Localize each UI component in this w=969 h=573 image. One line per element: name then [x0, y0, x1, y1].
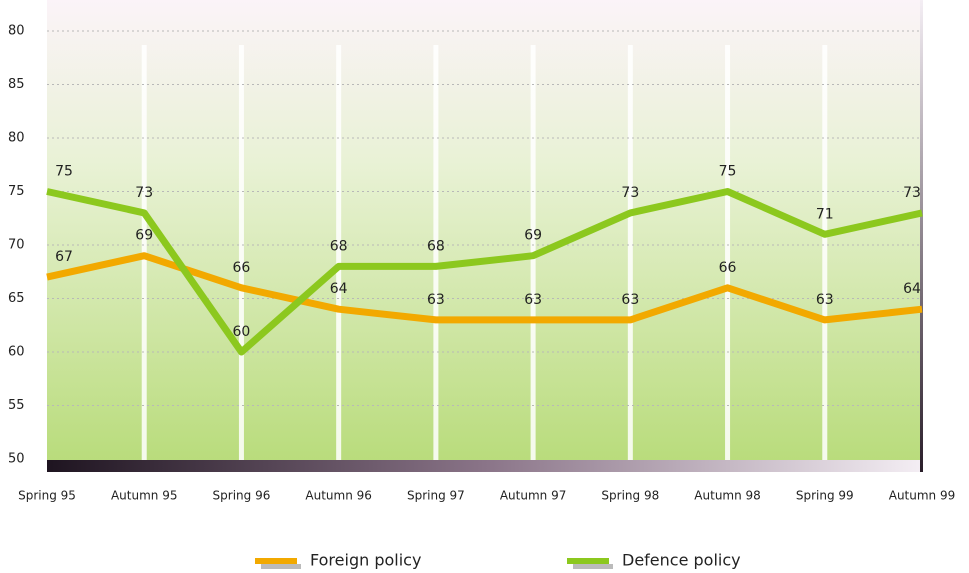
data-label: 73 — [135, 185, 153, 201]
column-band — [627, 45, 633, 460]
column-band — [336, 45, 342, 460]
data-label: 64 — [903, 281, 921, 297]
y-tick-label: 60 — [8, 345, 25, 360]
legend-shadow — [573, 564, 613, 569]
y-tick-label: 70 — [8, 238, 25, 253]
y-tick-label: 85 — [8, 77, 25, 92]
y-tick-label: 55 — [8, 398, 25, 413]
data-label: 60 — [233, 324, 251, 340]
data-label: 71 — [816, 206, 834, 222]
legend-label: Foreign policy — [310, 551, 421, 570]
data-label: 66 — [233, 260, 251, 276]
column-band — [433, 45, 439, 460]
data-label: 63 — [524, 292, 542, 308]
x-tick-label: Autumn 99 — [889, 489, 956, 503]
data-label: 63 — [621, 292, 639, 308]
x-tick-label: Autumn 96 — [305, 489, 372, 503]
column-band — [725, 45, 731, 460]
x-tick-label: Spring 96 — [213, 489, 271, 503]
column-band — [238, 45, 244, 460]
axis-right — [920, 0, 923, 472]
legend-swatch — [255, 558, 297, 564]
data-label: 69 — [524, 228, 542, 244]
y-tick-label: 80 — [8, 131, 25, 146]
x-tick-label: Autumn 98 — [694, 489, 761, 503]
data-label: 68 — [427, 238, 445, 254]
series-line — [46, 252, 923, 324]
data-label: 69 — [135, 228, 153, 244]
x-tick-label: Spring 99 — [796, 489, 854, 503]
data-label: 73 — [903, 185, 921, 201]
x-tick-label: Autumn 97 — [500, 489, 567, 503]
x-tick-label: Spring 95 — [18, 489, 76, 503]
axis-strip — [47, 460, 922, 472]
y-tick-label: 75 — [8, 184, 25, 199]
data-label: 67 — [55, 249, 73, 265]
series-line — [46, 188, 923, 356]
legend-shadow — [261, 564, 301, 569]
data-label: 75 — [719, 164, 737, 180]
data-label: 75 — [55, 164, 73, 180]
x-tick-label: Autumn 95 — [111, 489, 178, 503]
y-tick-label: 65 — [8, 291, 25, 306]
x-tick-label: Spring 98 — [601, 489, 659, 503]
plot-background — [47, 0, 922, 460]
data-label: 64 — [330, 281, 348, 297]
data-label: 68 — [330, 238, 348, 254]
x-tick-label: Spring 97 — [407, 489, 465, 503]
data-label: 66 — [719, 260, 737, 276]
y-tick-label: 80 — [8, 24, 25, 39]
legend-swatch — [567, 558, 609, 564]
legend-label: Defence policy — [622, 551, 741, 570]
column-band — [822, 45, 828, 460]
data-label: 63 — [427, 292, 445, 308]
data-label: 73 — [621, 185, 639, 201]
data-label: 63 — [816, 292, 834, 308]
y-tick-label: 50 — [8, 452, 25, 467]
